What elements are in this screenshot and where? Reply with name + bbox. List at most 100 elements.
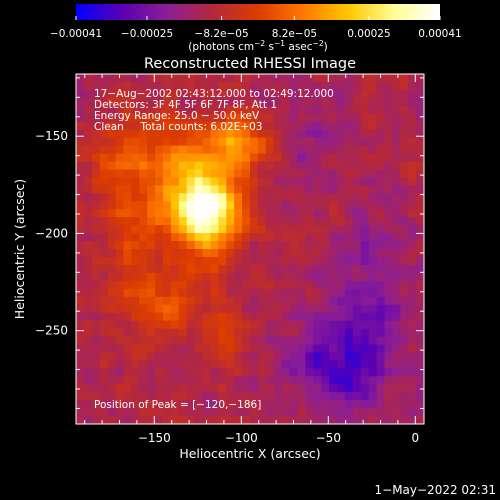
heatmap-cell: [218, 81, 227, 91]
heatmap-cell: [289, 201, 299, 210]
heatmap-cell: [344, 416, 354, 424]
heatmap-cell: [210, 312, 219, 322]
heatmap-cell: [131, 113, 140, 123]
heatmap-cell: [178, 161, 188, 171]
peak-position-label: Position of Peak = [−120,−186]: [94, 399, 261, 411]
heatmap-cell: [123, 296, 132, 306]
heatmap-cell: [352, 169, 362, 178]
heatmap-cell: [400, 74, 409, 83]
heatmap-cell: [91, 201, 101, 210]
heatmap-cell: [76, 193, 85, 202]
heatmap-cell: [147, 217, 156, 226]
heatmap-cell: [202, 264, 212, 274]
heatmap-cell: [139, 121, 148, 131]
heatmap-cell: [210, 272, 219, 282]
annotation-detectors: Detectors: 3F 4F 5F 6F 7F 8F, Att 1: [94, 99, 277, 111]
heatmap-cell: [178, 304, 188, 314]
heatmap-cell: [352, 105, 362, 115]
heatmap-cell: [297, 296, 306, 306]
heatmap-cell: [139, 392, 148, 401]
heatmap-cell: [408, 193, 417, 202]
heatmap-cell: [91, 280, 101, 290]
heatmap-cell: [178, 408, 188, 417]
heatmap-cell: [107, 113, 117, 123]
heatmap-cell: [360, 264, 370, 274]
heatmap-cell: [408, 217, 417, 226]
heatmap-cell: [194, 161, 204, 171]
heatmap-cell: [170, 400, 180, 409]
heatmap-cell: [210, 97, 219, 107]
heatmap-cell: [99, 336, 109, 346]
heatmap-cell: [76, 177, 85, 186]
heatmap-cell: [218, 137, 227, 147]
heatmap-cell: [99, 280, 109, 290]
heatmap-cell: [242, 328, 251, 338]
heatmap-cell: [226, 121, 235, 131]
heatmap-cell: [194, 185, 204, 194]
heatmap-cell: [313, 408, 322, 417]
heatmap-cell: [194, 320, 204, 330]
heatmap-cell: [115, 137, 125, 147]
heatmap-cell: [321, 264, 330, 274]
heatmap-cell: [281, 264, 291, 274]
heatmap-cell: [139, 105, 148, 115]
heatmap-cell: [234, 296, 243, 306]
heatmap-cell: [107, 225, 117, 234]
heatmap-cell: [123, 145, 132, 155]
heatmap-cell: [289, 360, 299, 369]
heatmap-cell: [194, 400, 204, 409]
heatmap-cell: [321, 225, 330, 234]
heatmap-cell: [91, 97, 101, 107]
heatmap-cell: [321, 376, 330, 385]
heatmap-cell: [400, 241, 409, 250]
heatmap-cell: [257, 121, 267, 131]
heatmap-cell: [107, 400, 117, 409]
heatmap-cell: [170, 105, 180, 115]
heatmap-cell: [226, 368, 235, 377]
heatmap-cell: [337, 201, 346, 210]
heatmap-cell: [257, 272, 267, 282]
heatmap-cell: [416, 153, 424, 163]
heatmap-cell: [139, 384, 148, 393]
heatmap-cell: [131, 137, 140, 147]
heatmap-cell: [360, 169, 370, 178]
heatmap-cell: [265, 145, 275, 155]
heatmap-cell: [194, 153, 204, 163]
heatmap-cell: [186, 336, 196, 346]
heatmap-cell: [289, 400, 299, 409]
heatmap-cell: [281, 225, 291, 234]
heatmap-cell: [360, 105, 370, 115]
heatmap-cell: [123, 225, 132, 234]
heatmap-cell: [321, 400, 330, 409]
heatmap-cell: [234, 233, 243, 242]
heatmap-cell: [170, 304, 180, 314]
heatmap-cell: [352, 312, 362, 322]
heatmap-cell: [289, 296, 299, 306]
heatmap-cell: [289, 153, 299, 163]
heatmap-cell: [147, 137, 156, 147]
heatmap-cell: [250, 153, 259, 163]
heatmap-cell: [289, 74, 299, 83]
heatmap-cell: [329, 137, 338, 147]
heatmap-cell: [202, 169, 212, 178]
heatmap-cell: [76, 304, 85, 314]
heatmap-cell: [99, 225, 109, 234]
heatmap-cell: [242, 288, 251, 298]
heatmap-cell: [344, 145, 354, 155]
heatmap-cell: [408, 225, 417, 234]
heatmap-cell: [265, 360, 275, 369]
colorbar-tick-label: 0.00025: [347, 28, 390, 40]
heatmap-cell: [163, 217, 172, 226]
heatmap-cell: [384, 209, 393, 218]
heatmap-cell: [337, 256, 346, 266]
heatmap-cell: [408, 368, 417, 377]
heatmap-cell: [83, 360, 93, 369]
heatmap-cell: [194, 392, 204, 401]
heatmap-cell: [163, 97, 172, 107]
heatmap-cell: [289, 328, 299, 338]
heatmap-cell: [76, 336, 85, 346]
heatmap-cell: [250, 129, 259, 139]
heatmap-cell: [91, 193, 101, 202]
heatmap-cell: [352, 97, 362, 107]
heatmap-cell: [83, 113, 93, 123]
